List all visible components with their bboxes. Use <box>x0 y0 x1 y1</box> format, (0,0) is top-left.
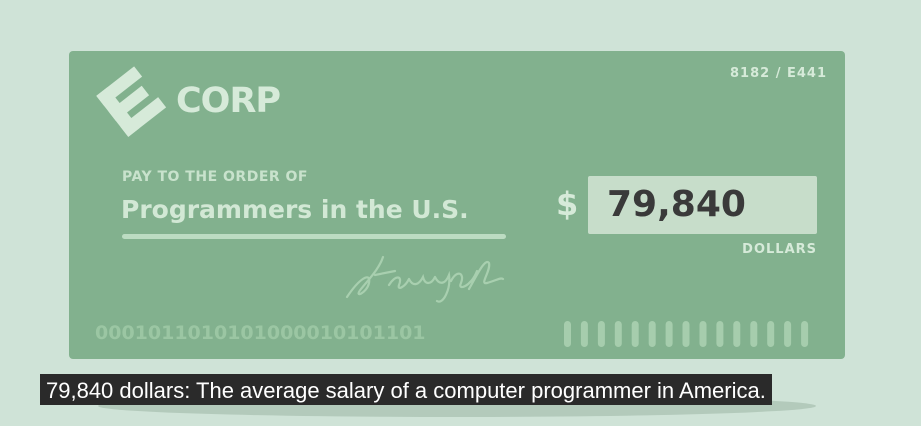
barcode-bar <box>614 321 622 347</box>
check-number: 8182 / E441 <box>730 66 827 81</box>
signature-scribble-icon <box>345 255 505 303</box>
barcode-bar <box>750 321 758 347</box>
barcode-bar <box>767 321 775 347</box>
pay-to-label: PAY TO THE ORDER OF <box>122 169 308 185</box>
currency-symbol: $ <box>556 185 579 223</box>
micr-line: 0001011010101000010101101 <box>95 322 426 344</box>
barcode-bar <box>716 321 724 347</box>
amount-box: 79,840 <box>588 176 817 234</box>
barcode-bar <box>564 321 571 347</box>
payee-underline <box>122 234 506 239</box>
barcode-bar <box>699 321 707 347</box>
ecorp-e-logo-icon <box>96 66 167 137</box>
barcode-bar <box>665 321 673 347</box>
barcode-bar <box>733 321 741 347</box>
barcode <box>564 321 809 347</box>
payee-name: Programmers in the U.S. <box>121 195 469 224</box>
barcode-bar <box>682 321 690 347</box>
video-caption: 79,840 dollars: The average salary of a … <box>40 374 772 405</box>
barcode-bar <box>580 321 588 347</box>
barcode-bar <box>597 321 605 347</box>
amount-value: 79,840 <box>607 184 746 225</box>
barcode-bar <box>631 321 639 347</box>
barcode-bar <box>784 321 792 347</box>
amount-unit-label: DOLLARS <box>742 242 817 257</box>
barcode-bar <box>801 321 809 347</box>
barcode-bar <box>648 321 656 347</box>
company-logo-text: CORP <box>176 81 281 121</box>
check: CORP 8182 / E441 PAY TO THE ORDER OF Pro… <box>69 51 845 359</box>
